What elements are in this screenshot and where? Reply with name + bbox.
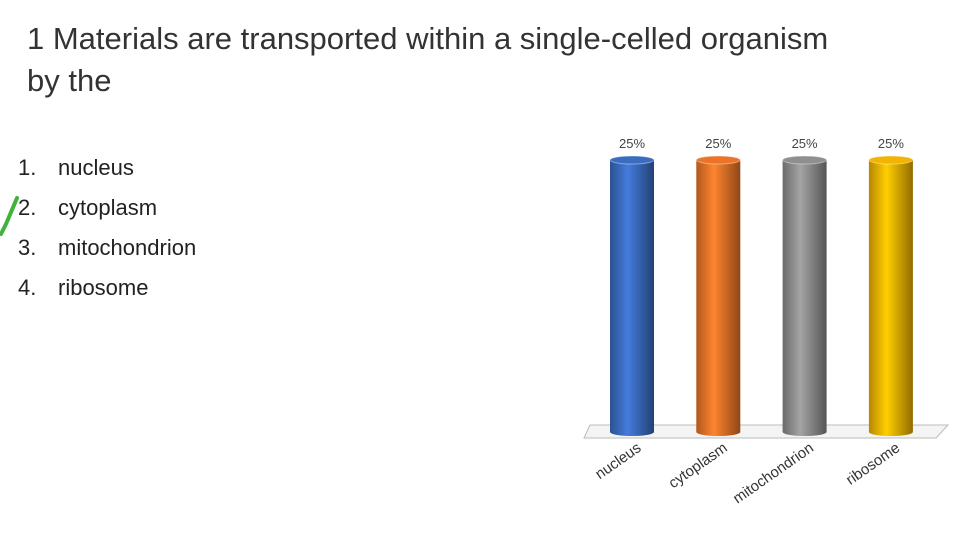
bar [782, 160, 827, 436]
answer-item: 1. nucleus [18, 155, 134, 181]
item-text: cytoplasm [58, 195, 158, 220]
value-label: 25% [878, 136, 904, 151]
item-marker: 1. [18, 155, 37, 180]
x-tick-label: nucleus [592, 439, 644, 483]
value-label: 25% [705, 136, 731, 151]
bar-top [782, 155, 828, 165]
bar [696, 160, 741, 436]
item-marker: 4. [18, 275, 37, 300]
answer-item: 3. mitochondrion [18, 235, 196, 261]
item-text: nucleus [58, 155, 134, 180]
x-tick-label: ribosome [843, 439, 903, 488]
bar-top [868, 155, 914, 165]
bar [868, 160, 913, 436]
chart-floor [583, 424, 950, 439]
bar [610, 160, 654, 436]
answer-item: 4. ribosome [18, 275, 148, 301]
item-text: mitochondrion [58, 235, 197, 260]
bar-top [695, 155, 741, 165]
x-tick-label: cytoplasm [666, 439, 731, 492]
value-label: 25% [619, 136, 645, 151]
value-label: 25% [792, 136, 818, 151]
item-marker: 2. [18, 195, 37, 220]
answer-item: 2. cytoplasm [18, 195, 157, 221]
x-tick-label: mitochondrion [730, 439, 817, 507]
item-text: ribosome [58, 275, 149, 300]
item-marker: 3. [18, 235, 37, 260]
bar-top [609, 155, 655, 165]
check-mark [0, 196, 19, 236]
slide-title: 1 Materials are transported within a sin… [27, 21, 829, 98]
